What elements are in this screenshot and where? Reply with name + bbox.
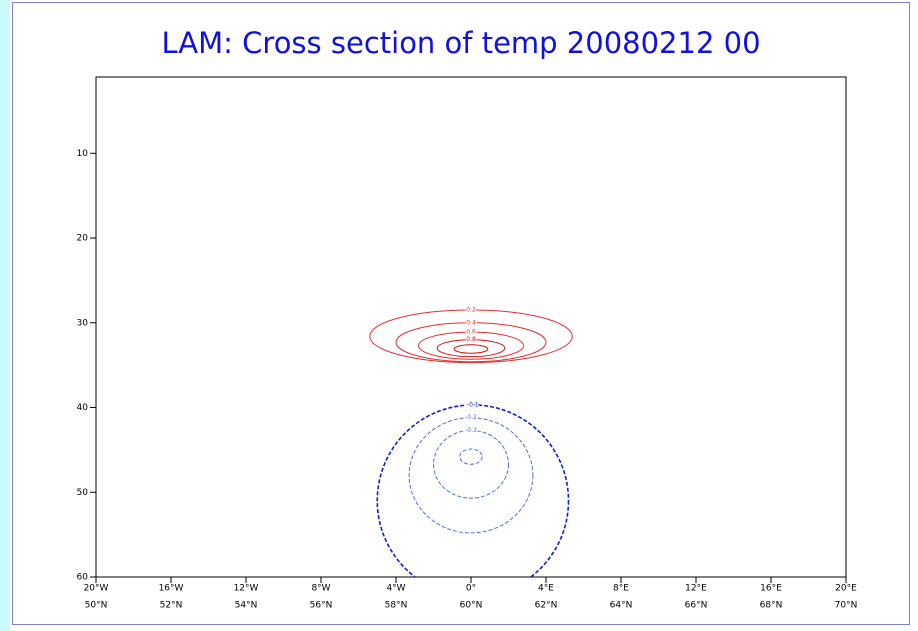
x-tick-label-lat: 50°N [85,601,108,611]
frame [12,2,910,625]
chart-title: LAM: Cross section of temp 20080212 00 [161,26,760,60]
contour-label: 0.6 [466,329,476,336]
x-tick-label: 20°E [835,584,857,594]
y-tick-label: 60 [77,573,89,583]
contours: 0.2 0.4 0.60.8 -0.1 -0.2 -0.3 [369,306,573,577]
contour-label: 0.4 [466,319,476,326]
contour-line [459,448,483,465]
x-tick-label-lat: 54°N [235,601,258,611]
x-tick-label: 0° [466,584,476,594]
side-strip [0,0,10,631]
contour-line [408,417,534,534]
contour-label: 0.8 [466,336,476,343]
x-tick-label-lat: 70°N [835,601,858,611]
contour-line [433,429,509,499]
contour-label: -0.1 [467,401,479,408]
contour-line [369,309,573,364]
y-tick-label: 40 [77,403,89,413]
x-tick-label: 4°W [386,584,405,594]
contour-line [376,404,570,577]
x-tick-label-lat: 56°N [310,601,333,611]
y-tick-label: 10 [77,149,89,159]
y-tick-label: 50 [77,488,89,498]
x-tick-label-lat: 66°N [685,601,708,611]
x-tick-label: 4°E [538,584,554,594]
y-tick-label: 30 [77,318,89,328]
contour-line [418,331,524,360]
contour-label: 0.2 [466,307,476,314]
x-tick-label-lat: 64°N [610,601,633,611]
x-tick-label: 16°W [159,584,184,594]
contour-label: -0.3 [465,427,477,434]
x-tick-label-lat: 58°N [385,601,408,611]
x-tick-label: 20°W [84,584,109,594]
x-tick-label: 12°W [234,584,259,594]
contour-label: -0.2 [465,414,477,421]
x-tick-label-lat: 52°N [160,601,183,611]
x-tick-label-lat: 68°N [760,601,783,611]
contour-line [436,339,506,358]
contour-line [453,344,489,354]
y-tick-label: 20 [77,234,89,244]
x-tick-label: 8°W [311,584,330,594]
plot-area [95,76,847,578]
contour-line [395,322,547,363]
x-tick-label-lat: 62°N [535,601,558,611]
x-tick-label: 16°E [760,584,782,594]
x-tick-label: 8°E [613,584,629,594]
x-tick-label-lat: 60°N [460,601,483,611]
x-tick-label: 12°E [685,584,707,594]
